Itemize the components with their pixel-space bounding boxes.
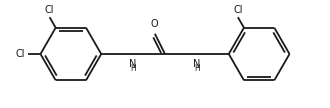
Text: Cl: Cl — [16, 49, 25, 59]
Text: O: O — [150, 19, 158, 29]
Text: H: H — [194, 64, 200, 73]
Text: Cl: Cl — [45, 5, 54, 15]
Text: N: N — [193, 59, 201, 69]
Text: H: H — [130, 64, 136, 73]
Text: Cl: Cl — [233, 5, 243, 15]
Text: N: N — [129, 59, 137, 69]
